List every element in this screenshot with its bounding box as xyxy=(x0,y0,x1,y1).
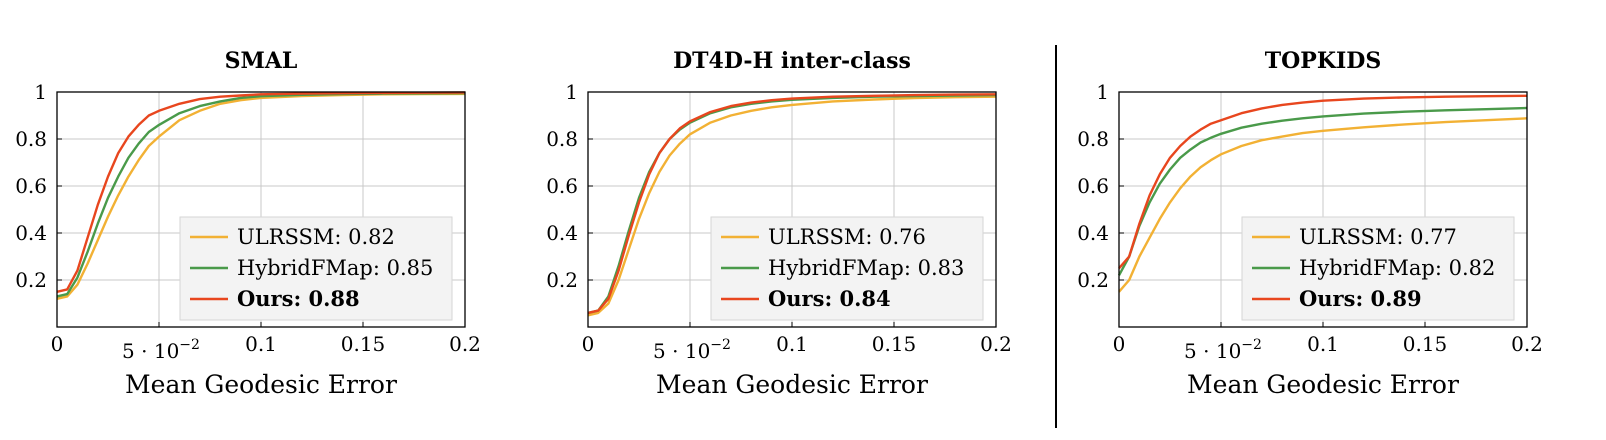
x-axis-label: Mean Geodesic Error xyxy=(656,370,928,399)
legend-entry: Ours: 0.84 xyxy=(768,286,891,311)
y-tick-label: 1 xyxy=(565,80,578,104)
x-axis-label: Mean Geodesic Error xyxy=(125,370,397,399)
x-tick-label: 0 xyxy=(51,332,64,356)
x-tick-label: 0.2 xyxy=(449,332,481,356)
legend-entry: ULRSSM: 0.76 xyxy=(768,225,926,249)
series-line-3 xyxy=(56,91,466,293)
series-line-1 xyxy=(1118,117,1528,293)
chart-title: TOPKIDS xyxy=(1265,48,1381,74)
x-tick-label: 0 xyxy=(1113,332,1126,356)
x-tick-label: 0.1 xyxy=(1307,332,1339,356)
x-tick-label: 0.2 xyxy=(1511,332,1543,356)
y-tick-label: 0.2 xyxy=(1077,268,1109,292)
legend-entry: Ours: 0.88 xyxy=(237,286,360,311)
y-tick-label: 0.8 xyxy=(1077,127,1109,151)
x-tick-label: 5 · 10−2 xyxy=(122,337,200,363)
y-tick-label: 0.6 xyxy=(546,174,578,198)
x-tick-label: 0.15 xyxy=(872,332,917,356)
series-line-3 xyxy=(587,93,997,315)
legend-entry: ULRSSM: 0.82 xyxy=(237,225,395,249)
series-line-2 xyxy=(1117,106,1528,276)
chart-title: SMAL xyxy=(225,48,298,74)
legend-entry: HybridFMap: 0.85 xyxy=(237,256,433,280)
x-tick-label: 0.2 xyxy=(980,332,1012,356)
y-tick-label: 0.8 xyxy=(546,127,578,151)
legend-entry: HybridFMap: 0.83 xyxy=(768,256,964,280)
y-tick-label: 0.4 xyxy=(15,221,47,245)
x-tick-label: 0 xyxy=(582,332,595,356)
y-tick-label: 1 xyxy=(34,80,47,104)
series-line-1 xyxy=(587,95,997,317)
y-tick-label: 0.4 xyxy=(546,221,578,245)
chart-title: DT4D-H inter-class xyxy=(673,48,911,74)
y-tick-label: 1 xyxy=(1096,80,1109,104)
x-tick-label: 0.1 xyxy=(776,332,808,356)
x-tick-label: 5 · 10−2 xyxy=(1184,337,1262,363)
legend-entry: HybridFMap: 0.82 xyxy=(1299,256,1495,280)
x-tick-label: 0.1 xyxy=(245,332,277,356)
y-tick-label: 0.4 xyxy=(1077,221,1109,245)
y-tick-label: 0.6 xyxy=(1077,174,1109,198)
series-line-3 xyxy=(1118,94,1528,270)
legend-entry: ULRSSM: 0.77 xyxy=(1299,225,1457,249)
x-tick-label: 0.15 xyxy=(1403,332,1448,356)
x-axis-label: Mean Geodesic Error xyxy=(1187,370,1459,399)
y-tick-label: 0.8 xyxy=(15,127,47,151)
x-tick-label: 5 · 10−2 xyxy=(653,337,731,363)
y-tick-label: 0.2 xyxy=(546,268,578,292)
x-tick-label: 0.15 xyxy=(341,332,386,356)
legend-entry: Ours: 0.89 xyxy=(1299,286,1422,311)
y-tick-label: 0.6 xyxy=(15,174,47,198)
y-tick-label: 0.2 xyxy=(15,268,47,292)
